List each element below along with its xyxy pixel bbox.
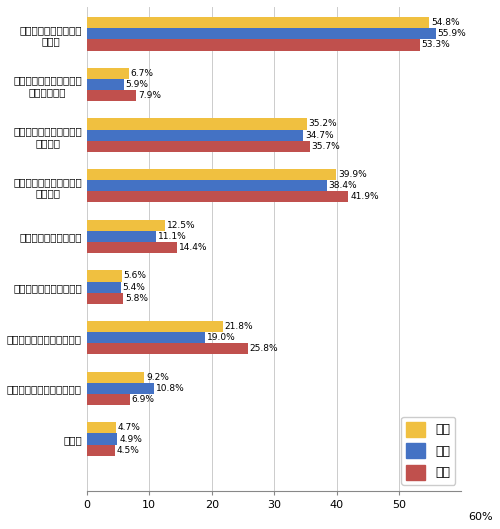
Text: 12.5%: 12.5% (166, 221, 196, 230)
Text: 6.9%: 6.9% (132, 395, 155, 404)
Text: 53.3%: 53.3% (422, 40, 450, 49)
Text: 41.9%: 41.9% (350, 193, 379, 202)
Text: 35.2%: 35.2% (308, 120, 337, 129)
Text: 38.4%: 38.4% (328, 181, 357, 190)
Bar (87, 332, 206, 343)
Bar (87, 343, 248, 354)
Text: 5.4%: 5.4% (122, 282, 146, 291)
Text: 5.8%: 5.8% (125, 294, 148, 303)
Bar (87, 169, 336, 180)
Bar (87, 79, 124, 90)
Text: 55.9%: 55.9% (438, 29, 466, 38)
Bar (87, 281, 120, 293)
Text: 25.8%: 25.8% (250, 344, 278, 353)
Text: 7.9%: 7.9% (138, 91, 161, 100)
Bar (87, 68, 128, 79)
Bar (87, 28, 436, 39)
Text: 34.7%: 34.7% (306, 131, 334, 140)
Bar (87, 394, 130, 405)
Text: 9.2%: 9.2% (146, 373, 169, 382)
Text: 10.8%: 10.8% (156, 384, 185, 393)
Bar (87, 90, 136, 101)
Bar (87, 293, 123, 304)
Text: 39.9%: 39.9% (338, 170, 366, 179)
Bar (87, 444, 115, 456)
Text: 4.5%: 4.5% (117, 446, 140, 455)
Text: 5.9%: 5.9% (126, 80, 148, 89)
Text: 11.1%: 11.1% (158, 232, 186, 241)
Bar (87, 270, 122, 281)
Bar (87, 118, 306, 130)
Text: 35.7%: 35.7% (312, 142, 340, 151)
Bar (87, 433, 118, 444)
Text: 4.7%: 4.7% (118, 423, 141, 432)
Text: 4.9%: 4.9% (120, 434, 142, 443)
Bar (87, 321, 223, 332)
Bar (87, 130, 304, 141)
Text: 14.4%: 14.4% (178, 243, 207, 252)
Text: 6.7%: 6.7% (130, 69, 154, 78)
Bar (87, 383, 154, 394)
Bar (87, 17, 429, 28)
Bar (87, 220, 165, 231)
Bar (87, 180, 326, 191)
Text: 21.8%: 21.8% (225, 322, 254, 331)
Bar (87, 191, 348, 203)
Text: 54.8%: 54.8% (431, 18, 460, 27)
Bar (87, 141, 310, 152)
Bar (87, 242, 176, 253)
Bar (87, 372, 144, 383)
Bar (87, 422, 116, 433)
Legend: 全体, 男性, 女性: 全体, 男性, 女性 (402, 417, 455, 485)
Bar (87, 231, 156, 242)
Text: 5.6%: 5.6% (124, 271, 146, 280)
Text: 19.0%: 19.0% (208, 333, 236, 342)
Bar (87, 39, 420, 50)
Text: 60%: 60% (468, 512, 493, 522)
